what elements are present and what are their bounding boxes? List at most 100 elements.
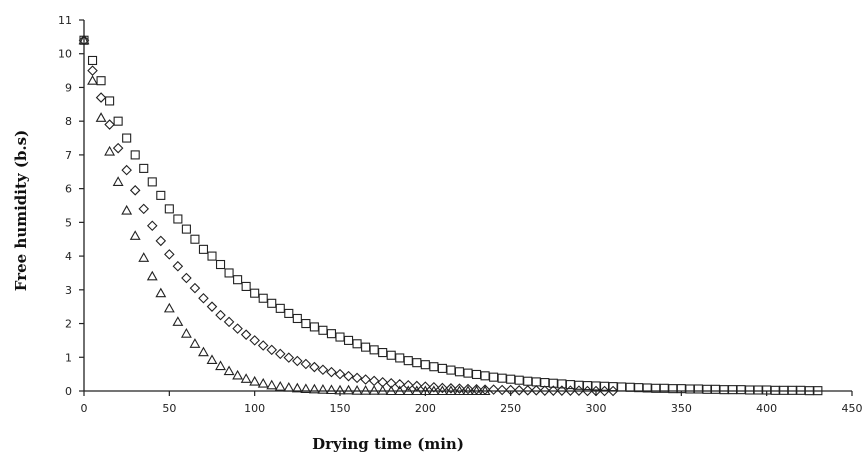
triangle-marker [129,230,141,240]
square-marker [463,368,473,378]
square-marker [361,342,371,352]
square-marker [514,375,524,385]
diamond-marker [599,385,610,397]
square-marker [420,360,430,370]
square-marker [164,204,174,214]
diamond-marker [95,92,107,103]
square-marker [565,380,575,390]
square-marker [207,251,217,261]
diamond-marker [138,203,150,215]
diamond-marker [454,383,465,394]
triangle-marker [308,383,320,394]
diamond-marker [565,385,576,396]
square-marker [446,365,456,375]
x-tick-label: 150 [330,402,351,415]
triangle-marker [343,384,354,395]
triangle-marker [163,302,175,313]
triangle-marker [198,346,209,357]
square-marker [113,116,123,126]
triangle-marker [87,75,98,85]
diamond-marker [402,379,414,391]
axes [83,20,852,392]
diamond-marker [223,316,235,328]
square-marker [326,329,337,339]
triangle-marker [257,377,269,388]
square-marker [190,234,200,244]
square-marker [497,373,507,383]
diamond-marker [164,249,175,260]
diamond-marker [129,185,141,196]
square-marker [480,371,490,381]
triangle-marker [206,354,218,365]
square-marker [87,55,98,66]
square-marker [96,76,106,86]
square-marker [147,177,157,187]
diamond-marker [112,142,124,154]
square-marker [241,281,251,291]
square-marker [378,348,388,358]
square-marker [506,374,516,384]
diamond-marker [462,383,474,395]
square-marker [437,363,447,373]
square-marker [693,384,703,394]
diamond-marker [309,361,320,373]
diamond-marker [471,384,482,395]
diamond-marker [394,378,406,390]
diamond-marker [292,355,303,367]
square-marker [105,96,115,106]
y-tick-label: 1 [65,351,72,364]
square-marker [198,244,209,254]
square-marker [181,224,191,234]
triangle-marker [377,385,389,395]
diamond-marker [172,260,184,272]
square-marker [386,350,396,360]
square-marker [617,382,627,392]
diamond-marker [146,220,158,232]
diamond-marker [530,385,542,396]
square-marker [523,376,533,386]
square-marker [779,385,789,395]
y-axis-title: Free humidity (b.s) [12,130,30,291]
square-marker [173,214,183,224]
diamond-marker [87,65,98,76]
triangle-marker [223,365,235,376]
diamond-marker [104,119,115,130]
triangle-marker [121,204,133,215]
triangle-marker [215,360,226,371]
square-marker [122,133,132,143]
diamond-marker [274,348,286,360]
y-axis-ticks: 0 1 2 3 4 5 6 7 8 9 10 11 [58,14,84,398]
y-tick-label: 5 [65,216,72,229]
y-tick-label: 11 [58,14,72,27]
diamond-marker [155,235,167,247]
square-marker [292,313,302,324]
square-marker [787,385,797,395]
diamond-marker [215,309,226,321]
diamond-marker [249,335,260,346]
y-tick-label: 9 [65,81,72,94]
square-marker [318,325,328,335]
square-marker [710,384,721,394]
square-marker [233,275,243,285]
diamond-marker [317,364,329,376]
triangle-marker [172,316,184,326]
square-marker [429,362,439,372]
square-marker [540,378,550,388]
square-marker [301,318,311,329]
diamond-marker [548,385,559,396]
diamond-marker [181,272,192,284]
triangle-marker [326,384,337,395]
square-marker [139,163,149,173]
y-tick-label: 0 [65,385,72,398]
x-tick-label: 0 [81,402,88,415]
x-tick-label: 100 [244,402,265,415]
diamond-marker [582,385,593,397]
square-marker [309,322,319,332]
square-marker [267,298,277,308]
y-tick-label: 8 [65,115,72,128]
diamond-marker [360,374,371,385]
square-marker [343,335,354,345]
square-marker [625,382,635,392]
triangle-marker [112,176,124,186]
